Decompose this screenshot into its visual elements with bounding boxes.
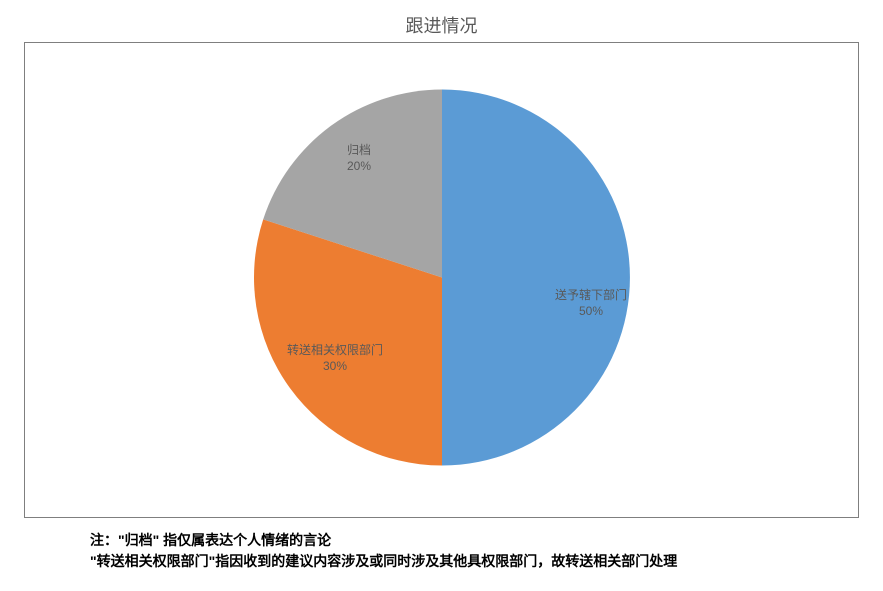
- pie-slice: [442, 90, 630, 466]
- slice-label-percent: 30%: [287, 359, 383, 375]
- slice-label: 归档20%: [347, 143, 371, 174]
- footnote: 注："归档" 指仅属表达个人情绪的言论 "转送相关权限部门"指因收到的建议内容涉…: [90, 530, 677, 572]
- slice-label: 转送相关权限部门30%: [287, 343, 383, 374]
- chart-container: 送予辖下部门50% 转送相关权限部门30% 归档20%: [24, 42, 859, 518]
- footnote-line-2: "转送相关权限部门"指因收到的建议内容涉及或同时涉及其他具权限部门，故转送相关部…: [90, 551, 677, 572]
- slice-label-percent: 50%: [555, 304, 627, 320]
- chart-title: 跟进情况: [0, 0, 883, 38]
- slice-label-name: 归档: [347, 143, 371, 159]
- pie-svg: [254, 90, 630, 466]
- slice-label-name: 转送相关权限部门: [287, 343, 383, 359]
- slice-label: 送予辖下部门50%: [555, 288, 627, 319]
- slice-label-percent: 20%: [347, 159, 371, 175]
- pie-chart: [254, 90, 630, 471]
- footnote-line-1: 注："归档" 指仅属表达个人情绪的言论: [90, 530, 677, 551]
- slice-label-name: 送予辖下部门: [555, 288, 627, 304]
